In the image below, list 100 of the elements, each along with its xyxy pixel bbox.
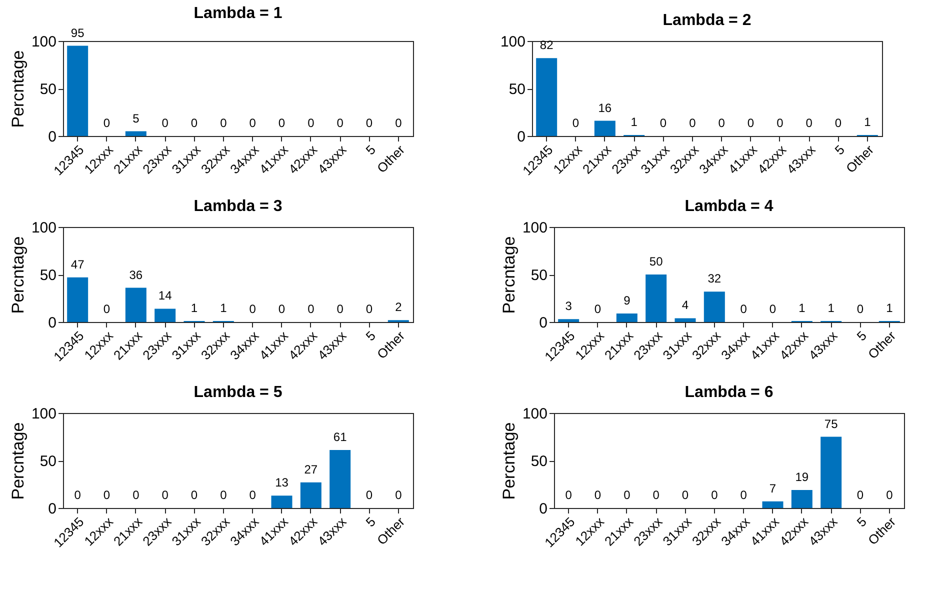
data-label: 16: [598, 100, 612, 115]
data-label: 0: [682, 488, 689, 502]
data-label: 19: [795, 470, 809, 484]
chart-title: Lambda = 4: [684, 198, 774, 215]
y-tick-label: 50: [40, 453, 56, 470]
data-label: 36: [129, 268, 143, 282]
data-label: 0: [769, 302, 776, 316]
bar: [820, 436, 842, 508]
data-label: 0: [856, 302, 864, 316]
data-label: 0: [776, 116, 784, 130]
x-tick-label: 5: [854, 328, 870, 344]
chart-title: Lambda = 3: [194, 198, 282, 215]
data-label: 32: [708, 272, 722, 286]
data-label: 0: [395, 116, 402, 130]
y-axis-title: Percntage: [499, 422, 518, 500]
bar: [674, 318, 696, 322]
data-label: 1: [798, 301, 806, 316]
bar: [67, 277, 88, 322]
data-label: 0: [652, 488, 660, 502]
data-label: 0: [740, 302, 748, 316]
data-label: 0: [162, 116, 169, 130]
data-label: 0: [308, 302, 315, 316]
data-label: 0: [565, 488, 572, 502]
data-label: 27: [304, 462, 318, 476]
x-tick-label: 5: [362, 514, 378, 530]
data-label: 0: [711, 488, 718, 502]
data-label: 0: [366, 488, 373, 502]
chart-title: Lambda = 1: [194, 4, 282, 22]
data-label: 0: [220, 116, 228, 130]
y-tick-label: 100: [522, 406, 548, 422]
data-label: 0: [74, 488, 82, 502]
bar: [791, 490, 812, 508]
y-tick-label: 0: [517, 128, 526, 146]
y-tick-label: 50: [40, 81, 56, 98]
chart-title: Lambda = 5: [194, 384, 282, 401]
bar: [594, 120, 616, 136]
bar: [762, 501, 784, 508]
data-label: 0: [278, 302, 286, 316]
data-label: 82: [540, 38, 554, 52]
data-label: 0: [162, 488, 169, 502]
bar: [646, 274, 667, 322]
data-label: 1: [864, 115, 872, 130]
y-tick-label: 50: [530, 453, 548, 470]
data-label: 95: [70, 26, 85, 40]
data-label: 0: [366, 116, 373, 130]
data-label: 0: [132, 488, 140, 502]
chart-title: Lambda = 6: [684, 384, 774, 401]
data-label: 3: [565, 299, 572, 314]
data-label: 2: [395, 300, 402, 314]
bar: [704, 292, 725, 322]
data-label: 0: [249, 116, 256, 130]
data-label: 47: [70, 257, 85, 272]
bar: [271, 496, 292, 508]
data-label: 0: [594, 302, 602, 316]
x-tick-label: 5: [362, 328, 378, 344]
data-label: 0: [308, 116, 315, 130]
bar: [125, 288, 146, 322]
data-label: 0: [834, 116, 842, 130]
y-tick-label: 100: [500, 34, 526, 50]
data-label: 0: [366, 302, 373, 316]
y-tick-label: 100: [31, 34, 56, 50]
y-axis-title: Percntage: [8, 236, 28, 314]
data-label: 0: [249, 302, 256, 316]
data-label: 0: [718, 116, 726, 130]
data-label: 0: [747, 116, 754, 130]
x-tick-label: 5: [854, 514, 870, 530]
data-label: 0: [278, 116, 286, 130]
data-label: 0: [689, 116, 696, 130]
data-label: 0: [740, 488, 748, 502]
y-tick-label: 50: [40, 267, 56, 284]
y-tick-label: 0: [48, 500, 56, 518]
data-label: 0: [336, 116, 344, 130]
y-tick-label: 100: [522, 220, 548, 236]
bar: [154, 308, 176, 322]
y-tick-label: 0: [539, 314, 548, 332]
data-label: 1: [886, 301, 894, 316]
data-label: 0: [624, 488, 631, 502]
bar: [300, 482, 322, 508]
x-tick-label: 5: [362, 142, 378, 158]
data-label: 50: [649, 254, 664, 268]
data-label: 61: [333, 430, 348, 444]
data-label: 1: [190, 301, 198, 316]
data-label: 1: [220, 301, 228, 316]
bar: [558, 319, 580, 322]
y-tick-label: 0: [48, 128, 56, 146]
data-label: 1: [828, 301, 835, 316]
data-label: 7: [769, 481, 776, 496]
data-label: 0: [594, 488, 602, 502]
data-label: 75: [824, 416, 838, 431]
data-label: 4: [682, 298, 689, 312]
x-tick-label: 5: [832, 142, 848, 158]
data-label: 0: [660, 116, 667, 130]
y-tick-label: 0: [539, 500, 548, 518]
data-label: 13: [275, 476, 289, 490]
data-label: 14: [158, 288, 172, 303]
y-tick-label: 0: [48, 314, 56, 332]
y-axis-title: Percntage: [8, 422, 28, 500]
y-tick-label: 100: [31, 220, 56, 236]
data-label: 0: [806, 116, 813, 130]
y-tick-label: 50: [508, 81, 526, 98]
